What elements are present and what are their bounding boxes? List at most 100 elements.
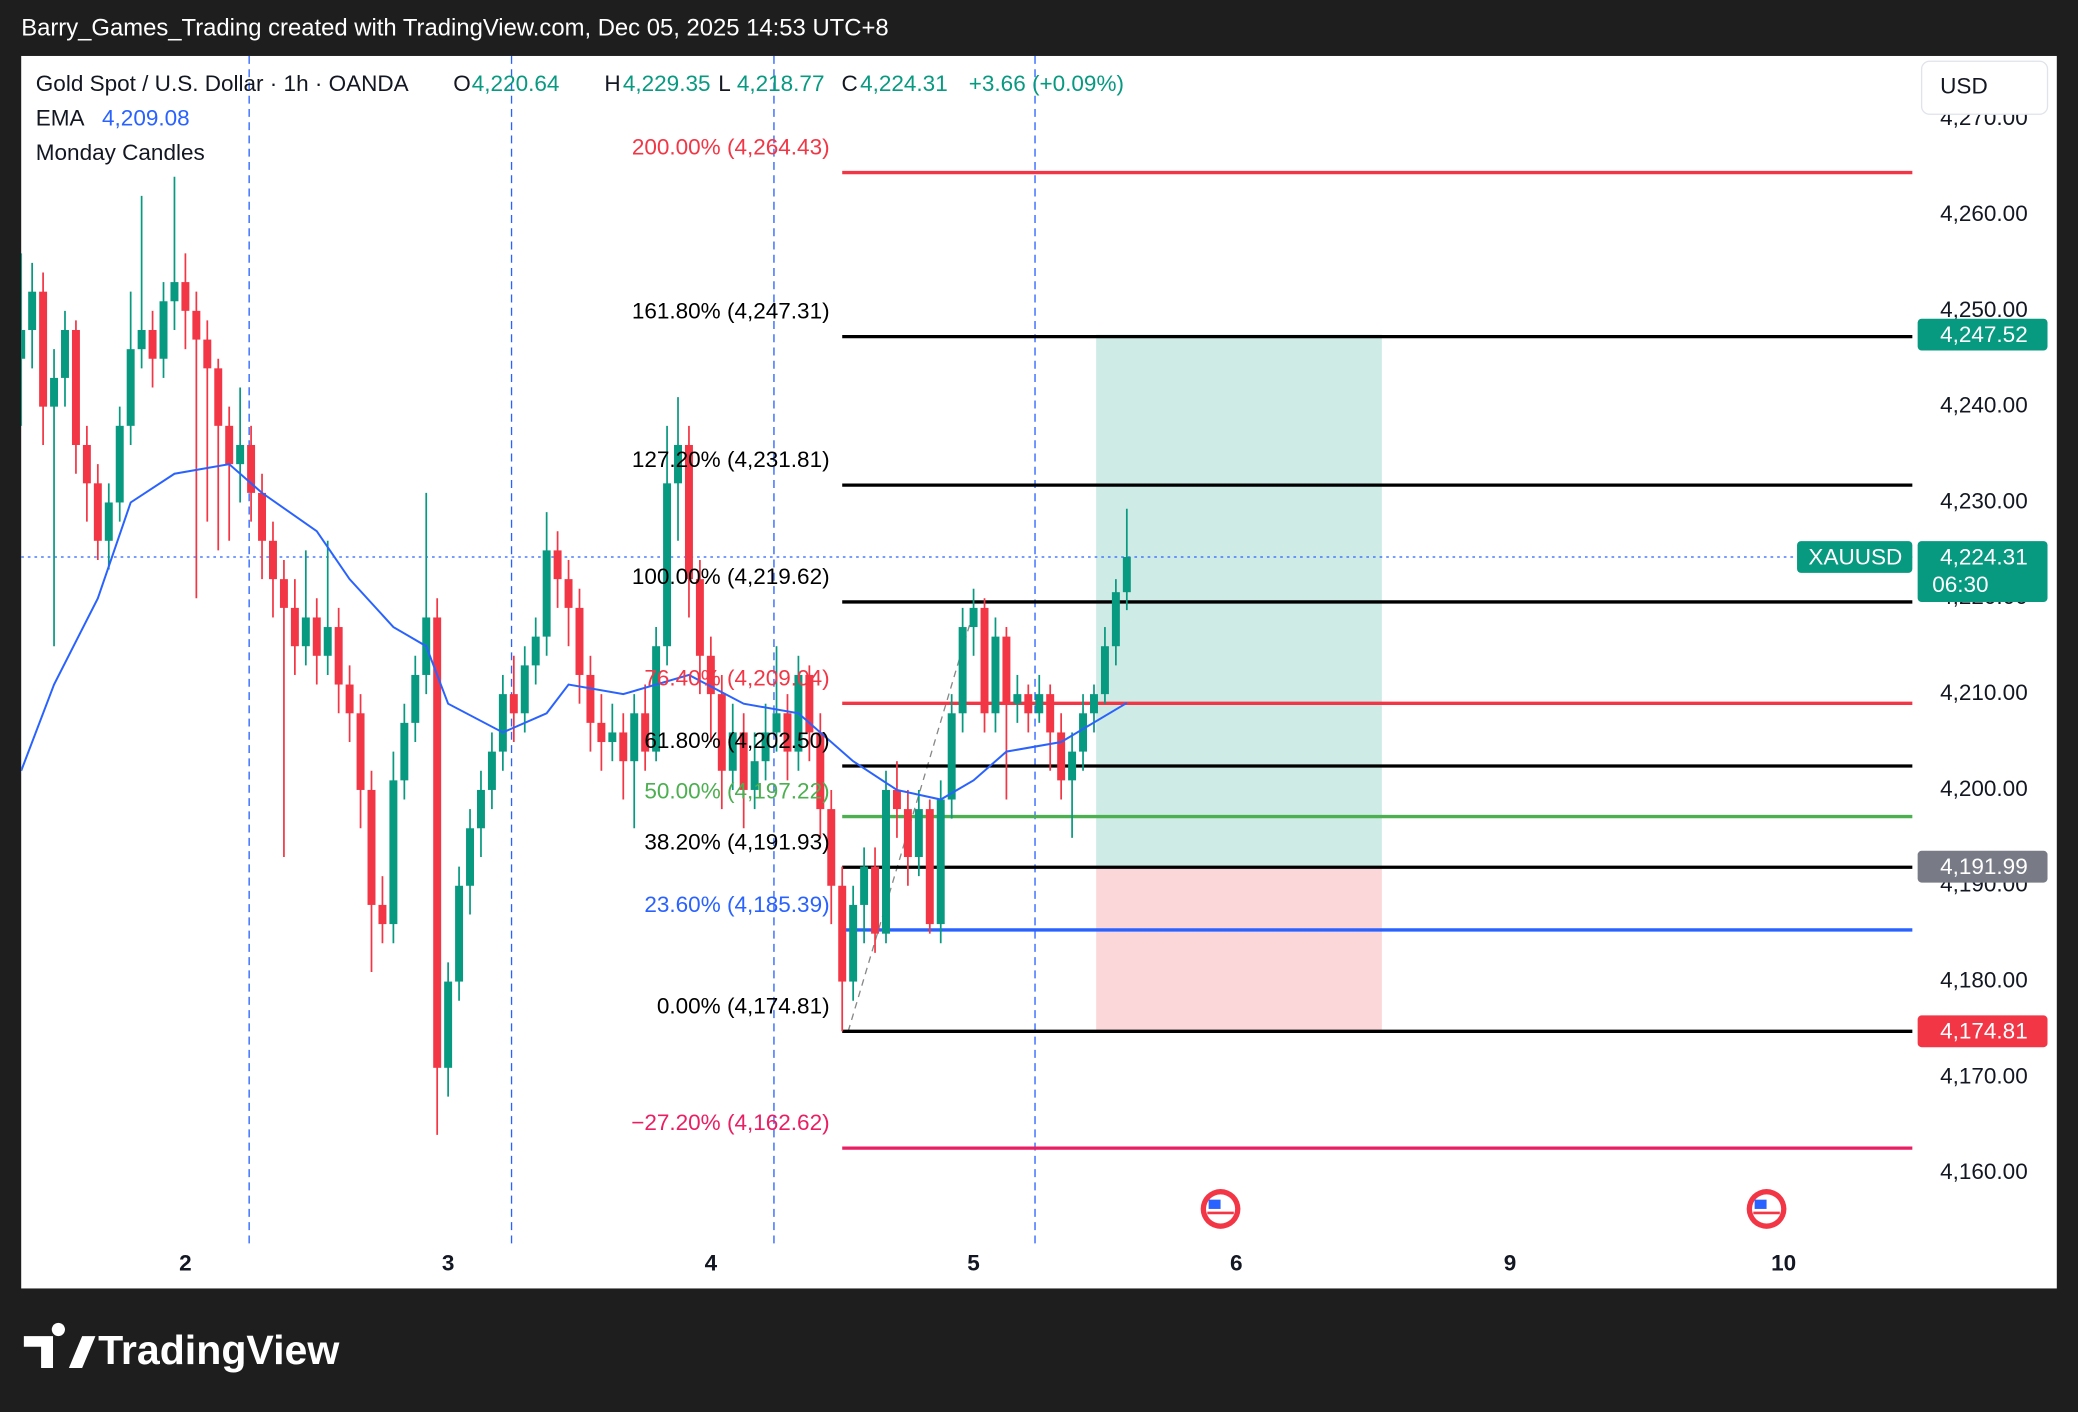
- candle-body: [509, 694, 518, 714]
- fib-label: 127.20% (4,231.81): [632, 447, 830, 472]
- chart-panel: [21, 55, 2057, 1289]
- last-price-label: 4,224.31: [1940, 544, 2028, 569]
- candle-body: [225, 425, 234, 465]
- ema-line: [21, 463, 1128, 801]
- candle-body: [1090, 694, 1098, 714]
- plot: [21, 170, 1915, 1150]
- candle-body: [444, 981, 453, 1068]
- price-badge-label: 4,247.52: [1940, 322, 2028, 347]
- last-price-badge: [1917, 541, 2048, 603]
- y-tick-label: 4,210.00: [1940, 680, 2028, 705]
- candle-body: [39, 291, 48, 407]
- logo-icon: [23, 1322, 96, 1368]
- candle-body: [717, 694, 726, 771]
- candle-body: [520, 665, 529, 714]
- ohlc-key: C: [842, 71, 858, 96]
- candle-body: [236, 444, 245, 465]
- price-badge: [1917, 850, 2048, 883]
- candle-body: [1057, 732, 1066, 781]
- candle-body: [586, 674, 595, 723]
- candle-body: [115, 425, 124, 503]
- candle-body: [980, 607, 989, 714]
- flag-icon: [1754, 1199, 1767, 1209]
- candle-body: [871, 866, 880, 934]
- candle-body: [487, 751, 496, 790]
- candle-body: [137, 330, 146, 350]
- candle-body: [575, 607, 584, 675]
- candle-body: [378, 904, 387, 925]
- candle-body: [531, 636, 540, 666]
- candle-body: [71, 330, 80, 445]
- fib-label: 0.00% (4,174.81): [657, 993, 830, 1018]
- overlay: 4,160.004,170.004,180.004,190.004,200.00…: [36, 71, 2048, 1276]
- indicator-name: Monday Candles: [36, 140, 205, 165]
- candle-body: [761, 732, 770, 762]
- candle-body: [1024, 694, 1033, 714]
- candle-body: [28, 291, 37, 331]
- symbol-badge: [1797, 541, 1913, 573]
- candle-body: [269, 540, 277, 580]
- logo-text: TradingView: [98, 1327, 340, 1373]
- fib-label: 100.00% (4,219.62): [632, 564, 830, 589]
- candle-body: [553, 550, 562, 580]
- candle-body: [1079, 713, 1088, 752]
- candle-body: [290, 607, 299, 647]
- candle-body: [356, 713, 365, 790]
- candle-body: [61, 330, 69, 378]
- candle-body: [126, 349, 135, 426]
- candle-body: [860, 866, 869, 905]
- candle-body: [279, 579, 288, 608]
- fib-label: 200.00% (4,264.43): [632, 135, 830, 160]
- candle-body: [630, 713, 639, 762]
- candle-body: [1013, 694, 1022, 704]
- candle-body: [892, 789, 901, 810]
- candle-body: [466, 828, 474, 886]
- fib-label: 23.60% (4,185.39): [644, 892, 829, 917]
- candle-body: [816, 732, 825, 810]
- price-badge: [1917, 1015, 2048, 1048]
- candle-body: [728, 732, 737, 771]
- x-tick-label: 10: [1771, 1251, 1796, 1276]
- candle-body: [619, 732, 628, 762]
- x-tick-label: 9: [1504, 1251, 1517, 1276]
- fib-label: 61.80% (4,202.50): [644, 728, 829, 753]
- candle-body: [695, 579, 704, 656]
- ohlc-value: 4,229.35: [623, 71, 711, 96]
- candle-body: [684, 444, 693, 580]
- ohlc-value: 4,220.64: [472, 71, 560, 96]
- event-flags: [1200, 1189, 1787, 1229]
- fib-label: 50.00% (4,197.22): [644, 779, 829, 804]
- flag-icon: [1208, 1199, 1221, 1209]
- y-tick-label: 4,240.00: [1940, 393, 2028, 418]
- candle-body: [652, 646, 661, 752]
- candle-body: [1111, 592, 1120, 647]
- currency-box[interactable]: [1920, 60, 2049, 115]
- candle-body: [958, 627, 967, 714]
- candle-body: [411, 674, 420, 723]
- fib-label: 76.40% (4,209.04): [644, 665, 829, 690]
- candle-body: [50, 377, 59, 407]
- candle-body: [104, 502, 113, 541]
- candle-body: [1122, 557, 1131, 593]
- candle-body: [925, 809, 934, 925]
- candle-body: [400, 722, 409, 781]
- candle-body: [849, 904, 858, 982]
- ohlc-value: 4,218.77: [737, 71, 825, 96]
- x-tick-label: 6: [1230, 1251, 1243, 1276]
- y-tick-label: 4,260.00: [1940, 201, 2028, 226]
- candle-body: [476, 789, 485, 829]
- candle-body: [827, 809, 836, 886]
- candle-body: [641, 713, 650, 752]
- candle-body: [433, 617, 442, 1068]
- price-badge: [1917, 318, 2048, 351]
- ohlc-key: L: [718, 71, 731, 96]
- candle-body: [914, 809, 923, 858]
- candle-body: [247, 444, 256, 493]
- candle-body: [936, 799, 945, 925]
- candle-body: [597, 722, 606, 743]
- candle-body: [82, 444, 91, 484]
- change-label: +3.66 (+0.09%): [969, 71, 1124, 96]
- y-tick-label: 4,160.00: [1940, 1159, 2028, 1184]
